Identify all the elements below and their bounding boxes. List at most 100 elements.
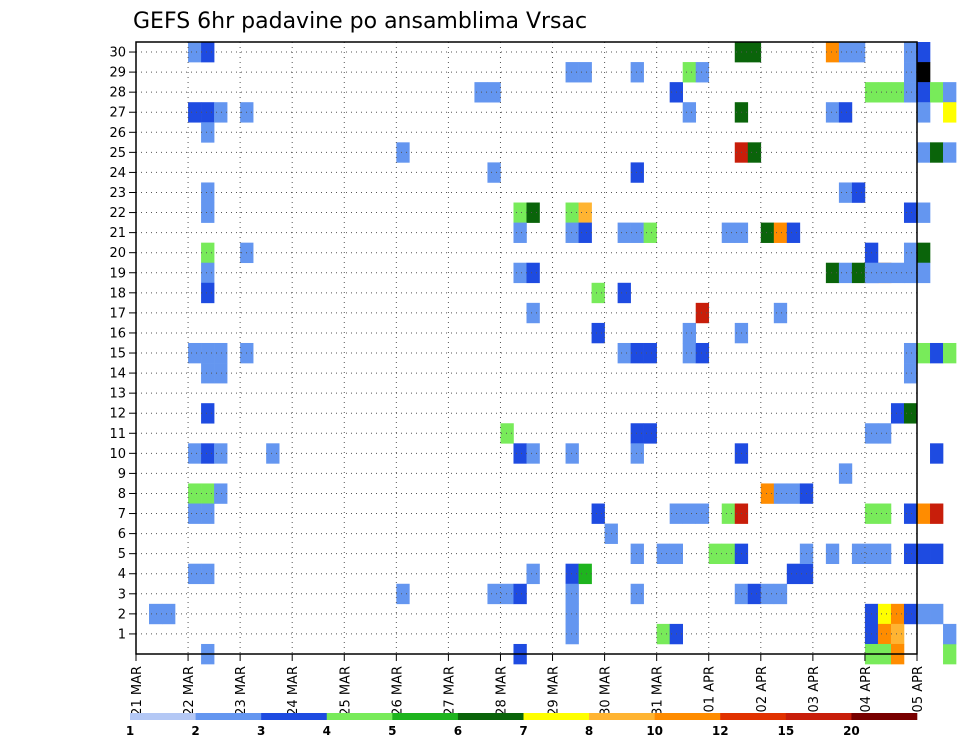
heatmap-cell xyxy=(917,202,931,223)
legend-swatch xyxy=(720,713,787,720)
legend-swatch xyxy=(392,713,459,720)
legend-swatch xyxy=(261,713,328,720)
heatmap-cell xyxy=(201,42,215,63)
heatmap-cell xyxy=(630,62,644,83)
heatmap-cell xyxy=(201,483,215,504)
x-tick-label: 29 MAR xyxy=(547,666,562,716)
heatmap-cell xyxy=(877,503,892,524)
heatmap-cell xyxy=(188,42,202,63)
heatmap-cell xyxy=(838,262,853,284)
heatmap-cell xyxy=(201,242,215,264)
heatmap-cell xyxy=(917,62,931,83)
heatmap-cell xyxy=(930,603,944,625)
heatmap-cell xyxy=(201,182,215,203)
heatmap-cell xyxy=(825,42,840,63)
heatmap-cell xyxy=(851,262,866,284)
heatmap-cell xyxy=(214,342,228,364)
heatmap-cell xyxy=(617,222,631,243)
grid-lines xyxy=(136,42,917,654)
heatmap-cell xyxy=(851,42,866,63)
y-tick-label: 11 xyxy=(109,427,126,442)
heatmap-cell xyxy=(188,342,202,364)
heatmap-cell xyxy=(773,583,788,605)
legend-swatch xyxy=(326,713,393,720)
heatmap-cell xyxy=(917,242,931,264)
y-tick-label: 15 xyxy=(109,347,126,362)
heatmap-cell xyxy=(695,342,710,364)
heatmap-cell xyxy=(630,543,644,565)
heatmap-cell xyxy=(565,603,579,625)
x-tick-label: 30 MAR xyxy=(599,666,614,716)
heatmap-cell xyxy=(630,162,644,183)
y-tick-label: 2 xyxy=(118,607,126,622)
heatmap-cell xyxy=(721,503,736,524)
legend-label: 20 xyxy=(843,724,860,738)
heatmap-cell xyxy=(565,623,579,645)
y-tick-label: 12 xyxy=(109,407,126,422)
heatmap-cell xyxy=(760,583,775,605)
heatmap-cell xyxy=(943,82,957,103)
x-tick-label: 26 MAR xyxy=(390,666,405,716)
heatmap-cell xyxy=(877,543,892,565)
heatmap-cell xyxy=(917,543,931,565)
legend-label: 5 xyxy=(388,724,396,738)
heatmap-cell xyxy=(682,322,697,344)
heatmap-cell xyxy=(201,503,215,524)
heatmap-cell xyxy=(903,543,918,565)
y-tick-label: 20 xyxy=(109,246,126,261)
heatmap-cell xyxy=(526,563,540,585)
heatmap-cell xyxy=(682,102,697,123)
legend-label: 4 xyxy=(323,724,331,738)
heatmap-cell xyxy=(201,443,215,464)
y-tick-label: 26 xyxy=(109,126,126,141)
heatmap-cell xyxy=(487,82,501,103)
heatmap-cell xyxy=(930,543,944,565)
legend-label: 3 xyxy=(257,724,265,738)
heatmap-cell xyxy=(643,423,657,444)
heatmap-cell xyxy=(188,503,202,524)
heatmap-cell xyxy=(201,363,215,384)
heatmap-cell xyxy=(201,563,215,585)
heatmap-cell xyxy=(917,42,931,63)
heatmap-cell xyxy=(930,342,944,364)
x-tick-label: 31 MAR xyxy=(651,666,666,716)
heatmap-cell xyxy=(903,82,918,103)
heatmap-cell xyxy=(930,142,944,163)
y-tick-label: 23 xyxy=(109,186,126,201)
x-tick-label: 03 APR xyxy=(807,666,822,712)
chart-title: GEFS 6hr padavine po ansamblima Vrsac xyxy=(133,9,587,34)
heatmap-cell xyxy=(513,202,527,223)
heatmap-cell xyxy=(903,62,918,83)
heatmap-cell xyxy=(903,503,918,524)
heatmap-cell xyxy=(917,262,931,284)
heatmap-cell xyxy=(214,443,228,464)
heatmap-cell xyxy=(877,262,892,284)
heatmap-cell xyxy=(773,222,788,243)
heatmap-cell xyxy=(838,182,853,203)
legend-label: 10 xyxy=(646,724,663,738)
legend-swatch xyxy=(457,713,524,720)
y-tick-label: 3 xyxy=(118,587,126,602)
heatmap-cell xyxy=(760,222,775,243)
legend-swatch xyxy=(654,713,721,720)
heatmap-cell xyxy=(825,262,840,284)
x-tick-labels: 21 MAR 22 MAR 23 MAR 24 MAR 25 MAR 26 MAR 27 M… xyxy=(130,666,926,716)
y-tick-label: 21 xyxy=(109,226,126,241)
heatmap-cell xyxy=(917,503,931,524)
y-tick-label: 6 xyxy=(118,527,126,542)
heatmap-cell xyxy=(682,62,697,83)
y-tick-label: 8 xyxy=(118,487,126,502)
legend-label: 1 xyxy=(126,724,134,738)
heatmap-cell xyxy=(943,102,957,123)
y-tick-label: 18 xyxy=(109,286,126,301)
heatmap-cell xyxy=(786,222,801,243)
y-tick-label: 30 xyxy=(109,46,126,61)
y-tick-label: 28 xyxy=(109,86,126,101)
heatmap-cell xyxy=(695,503,710,524)
heatmap-cell xyxy=(630,583,644,605)
heatmap-cell xyxy=(188,102,202,123)
legend-swatch xyxy=(785,713,852,720)
x-tick-label: 21 MAR xyxy=(130,666,145,716)
heatmap-cell xyxy=(786,483,801,504)
y-tick-label: 1 xyxy=(118,627,126,642)
